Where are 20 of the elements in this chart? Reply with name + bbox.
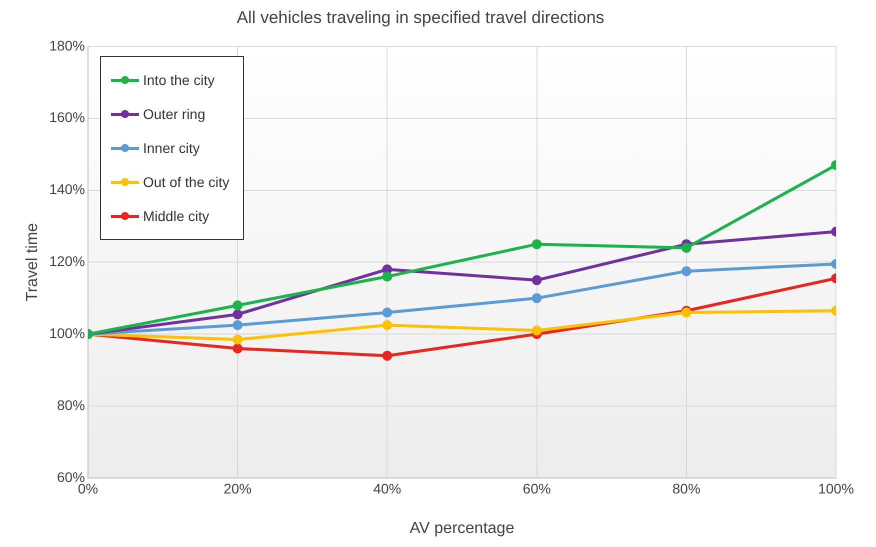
y-tick-label: 100% bbox=[49, 324, 86, 341]
x-tick-label: 80% bbox=[672, 480, 700, 496]
y-tick-label: 180% bbox=[49, 37, 86, 54]
legend-label: Middle city bbox=[143, 208, 210, 224]
y-tick-label: 80% bbox=[56, 396, 86, 413]
x-axis-title: AV percentage bbox=[410, 520, 514, 537]
x-tick-label: 40% bbox=[373, 480, 402, 496]
x-tick-label: 60% bbox=[522, 480, 551, 496]
legend-label: Into the city bbox=[143, 72, 215, 88]
y-axis-title: Travel time bbox=[24, 222, 42, 302]
legend-label: Outer ring bbox=[143, 106, 206, 122]
x-tick-label: 100% bbox=[818, 480, 854, 496]
legend-label: Out of the city bbox=[143, 174, 230, 190]
y-tick-label: 120% bbox=[49, 253, 86, 270]
y-tick-label: 60% bbox=[56, 468, 86, 485]
y-tick-label: 160% bbox=[49, 109, 86, 126]
chart-title: All vehicles traveling in specified travel directions bbox=[236, 8, 604, 27]
x-tick-label: 20% bbox=[224, 480, 252, 496]
y-tick-label: 140% bbox=[49, 181, 86, 198]
legend-label: Inner city bbox=[143, 140, 200, 156]
